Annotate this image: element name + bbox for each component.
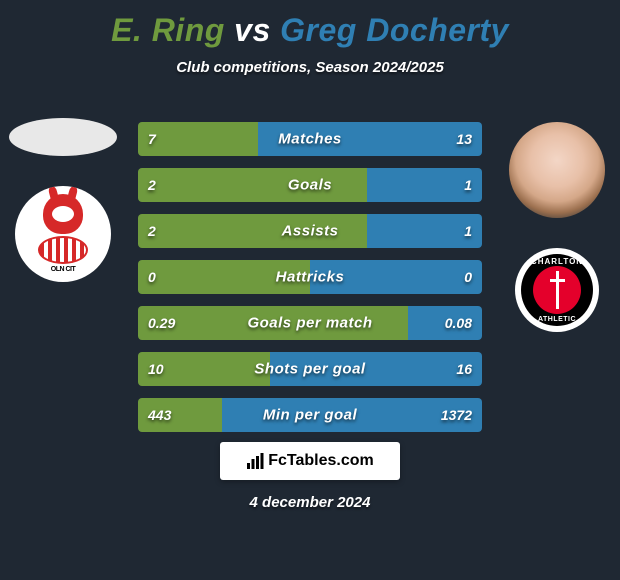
stat-label: Goals per match xyxy=(138,315,482,332)
stat-label: Goals xyxy=(138,177,482,194)
stat-value-right: 0.08 xyxy=(445,315,472,331)
bar-chart-icon xyxy=(246,452,264,470)
stat-row-min-per-goal: 443Min per goal1372 xyxy=(138,398,482,432)
stat-value-right: 16 xyxy=(456,361,472,377)
stat-value-right: 13 xyxy=(456,131,472,147)
stat-value-right: 1372 xyxy=(441,407,472,423)
stat-label: Assists xyxy=(138,223,482,240)
stat-bars: 7Matches13 2Goals1 2Assists1 0Hattricks0 0.2… xyxy=(138,122,482,444)
stat-value-right: 1 xyxy=(464,177,472,193)
subtitle: Club competitions, Season 2024/2025 xyxy=(0,59,620,76)
player1-club-badge: OLN CIT xyxy=(15,186,111,282)
stat-row-shots-per-goal: 10Shots per goal16 xyxy=(138,352,482,386)
club2-text-top: CHARLTON xyxy=(521,257,593,266)
player2-name: Greg Docherty xyxy=(280,12,509,48)
right-column: CHARLTON ATHLETIC xyxy=(502,122,612,332)
player1-name: E. Ring xyxy=(111,12,225,48)
stat-row-hattricks: 0Hattricks0 xyxy=(138,260,482,294)
stat-row-matches: 7Matches13 xyxy=(138,122,482,156)
stat-label: Hattricks xyxy=(138,269,482,286)
stat-label: Matches xyxy=(138,131,482,148)
date-text: 4 december 2024 xyxy=(0,494,620,511)
club1-text: OLN CIT xyxy=(33,266,93,273)
comparison-title: E. Ring vs Greg Docherty xyxy=(0,0,620,49)
stat-row-goals-per-match: 0.29Goals per match0.08 xyxy=(138,306,482,340)
stat-value-right: 1 xyxy=(464,223,472,239)
stat-label: Shots per goal xyxy=(138,361,482,378)
brand-badge: FcTables.com xyxy=(220,442,400,480)
left-column: OLN CIT xyxy=(8,118,118,282)
player2-photo xyxy=(509,122,605,218)
player2-club-badge: CHARLTON ATHLETIC xyxy=(515,248,599,332)
stat-label: Min per goal xyxy=(138,407,482,424)
stat-row-assists: 2Assists1 xyxy=(138,214,482,248)
stat-row-goals: 2Goals1 xyxy=(138,168,482,202)
player1-photo xyxy=(9,118,117,156)
vs-text: vs xyxy=(234,12,271,48)
stat-value-right: 0 xyxy=(464,269,472,285)
brand-text: FcTables.com xyxy=(268,452,374,470)
club2-text-bottom: ATHLETIC xyxy=(521,316,593,323)
